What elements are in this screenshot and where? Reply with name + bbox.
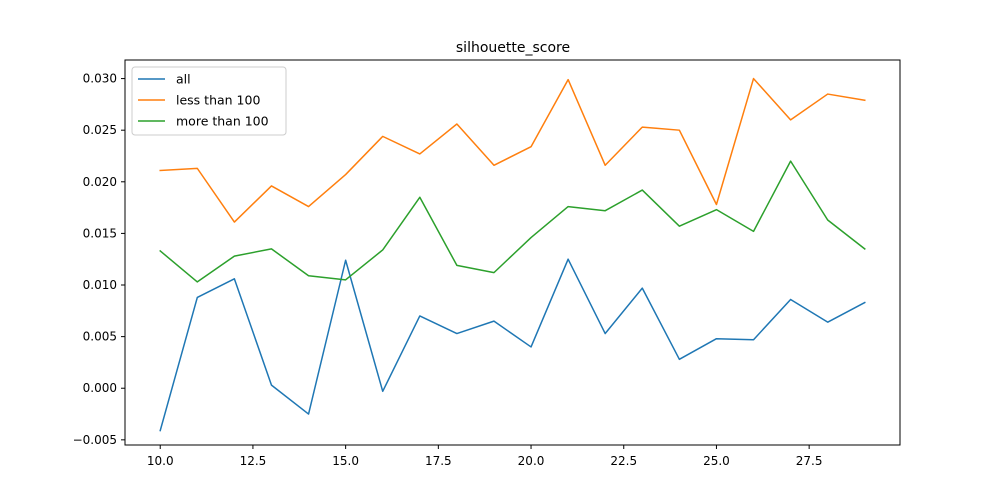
y-tick-label: 0.025 — [83, 123, 117, 137]
x-tick-label: 25.0 — [703, 454, 730, 468]
y-tick-label: 0.005 — [83, 330, 117, 344]
x-tick-label: 22.5 — [610, 454, 637, 468]
series-line-0 — [159, 258, 866, 432]
y-axis: −0.005 0.000 0.005 0.010 0.015 0.020 0.025 0.03… — [73, 72, 125, 447]
x-tick-label: 20.0 — [518, 454, 545, 468]
x-tick-label: 27.5 — [796, 454, 823, 468]
legend-box — [131, 66, 287, 136]
x-tick-label: 15.0 — [332, 454, 359, 468]
y-tick-label: 0.015 — [83, 226, 117, 240]
plot-frame — [124, 59, 901, 446]
y-tick-label: 0.010 — [83, 278, 117, 292]
y-tick-label: 0.020 — [83, 175, 117, 189]
legend-label: more than 100 — [176, 114, 269, 129]
legend: all less than 100 more than 100 — [131, 66, 287, 136]
x-tick-label: 12.5 — [240, 454, 267, 468]
chart-title: silhouette_score — [456, 40, 570, 56]
plot-lines — [159, 77, 866, 432]
y-tick-label: −0.005 — [73, 433, 117, 447]
x-tick-label: 17.5 — [425, 454, 452, 468]
x-tick-label: 10.0 — [147, 454, 174, 468]
series-line-2 — [159, 160, 866, 283]
series-line-1 — [159, 77, 866, 223]
y-tick-label: 0.000 — [83, 381, 117, 395]
y-tick-label: 0.030 — [83, 72, 117, 86]
legend-label: less than 100 — [176, 93, 260, 108]
x-axis: 10.0 12.5 15.0 17.5 20.0 22.5 25.0 27.5 — [147, 445, 823, 468]
legend-label: all — [176, 72, 191, 87]
